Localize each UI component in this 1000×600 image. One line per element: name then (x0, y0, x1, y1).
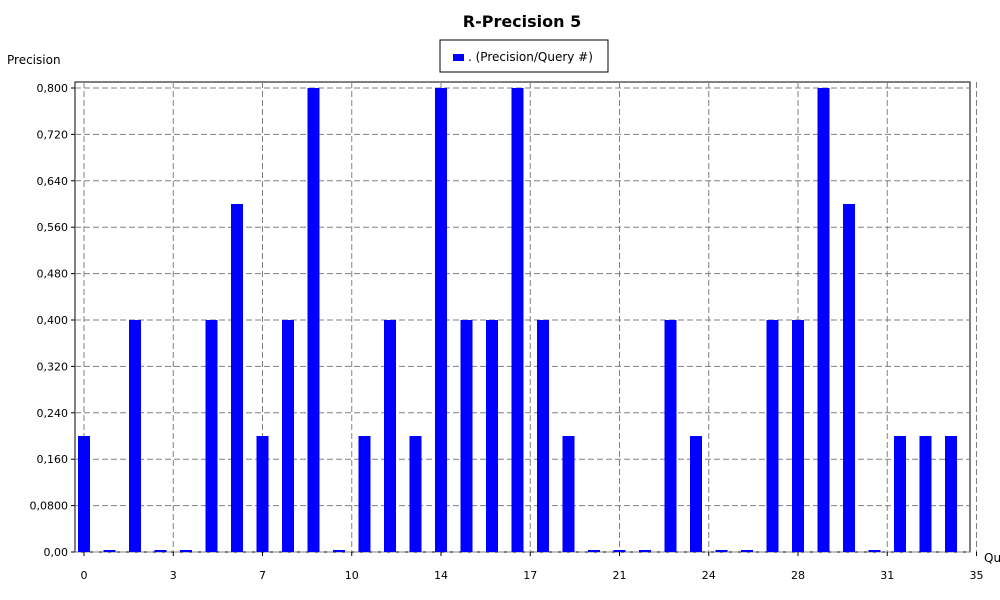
y-tick-label: 0,400 (37, 314, 69, 327)
bar (537, 320, 549, 552)
x-tick-label: 21 (613, 569, 627, 582)
bar (486, 320, 498, 552)
y-tick-label: 0,800 (37, 82, 69, 95)
bar (843, 204, 855, 552)
bar (409, 436, 422, 552)
bar (180, 550, 192, 552)
legend: . (Precision/Query #) (439, 39, 609, 73)
bar (231, 204, 243, 552)
bar (664, 320, 677, 552)
bar (435, 88, 447, 552)
bar (358, 436, 371, 552)
bars (78, 88, 957, 552)
x-tick-label: 24 (702, 569, 716, 582)
x-tick-label: 14 (434, 569, 448, 582)
x-tick-label: 17 (523, 569, 537, 582)
bar (690, 436, 702, 552)
x-axis-ticks: 0 3 7 10 14 17 21 24 28 31 35 (81, 552, 984, 582)
bar (562, 436, 575, 552)
x-tick-label: 31 (880, 569, 894, 582)
legend-swatch (453, 54, 464, 61)
y-axis-ticks: 0,00 0,0800 0,160 0,240 0,320 0,400 0,480 0,560… (30, 82, 75, 559)
bar (894, 436, 906, 552)
y-tick-label: 0,240 (37, 407, 69, 420)
y-tick-label: 0,560 (37, 221, 69, 234)
legend-box (439, 39, 609, 73)
y-tick-label: 0,00 (44, 546, 69, 559)
bar (256, 436, 269, 552)
bar (945, 436, 957, 552)
bar (282, 320, 294, 552)
x-tick-label: 10 (345, 569, 359, 582)
bar (307, 88, 320, 552)
chart-title: R-Precision 5 (463, 12, 582, 31)
bar (588, 550, 600, 552)
bar (613, 550, 626, 552)
bar (384, 320, 396, 552)
legend-label: . (Precision/Query #) (468, 50, 593, 64)
bar (154, 550, 167, 552)
y-tick-label: 0,0800 (30, 500, 69, 513)
y-axis-label: Precision (7, 53, 61, 67)
y-tick-label: 0,640 (37, 175, 69, 188)
bar (639, 550, 651, 552)
x-tick-label: 35 (970, 569, 984, 582)
bar (817, 88, 830, 552)
x-axis-label: Qu (984, 551, 1000, 565)
bar (792, 320, 804, 552)
bar (205, 320, 218, 552)
x-tick-label: 3 (170, 569, 177, 582)
x-tick-label: 7 (259, 569, 266, 582)
bar (333, 550, 345, 552)
bar (460, 320, 473, 552)
bar (766, 320, 779, 552)
bar (511, 88, 524, 552)
x-tick-label: 0 (81, 569, 88, 582)
bar (715, 550, 728, 552)
y-tick-label: 0,160 (37, 453, 69, 466)
y-tick-label: 0,480 (37, 268, 69, 281)
bar (129, 320, 141, 552)
bar (741, 550, 753, 552)
y-tick-label: 0,320 (37, 360, 69, 373)
bar (78, 436, 90, 552)
bar (919, 436, 932, 552)
y-tick-label: 0,720 (37, 128, 69, 141)
x-tick-label: 28 (791, 569, 805, 582)
bar (103, 550, 116, 552)
bar (868, 550, 881, 552)
